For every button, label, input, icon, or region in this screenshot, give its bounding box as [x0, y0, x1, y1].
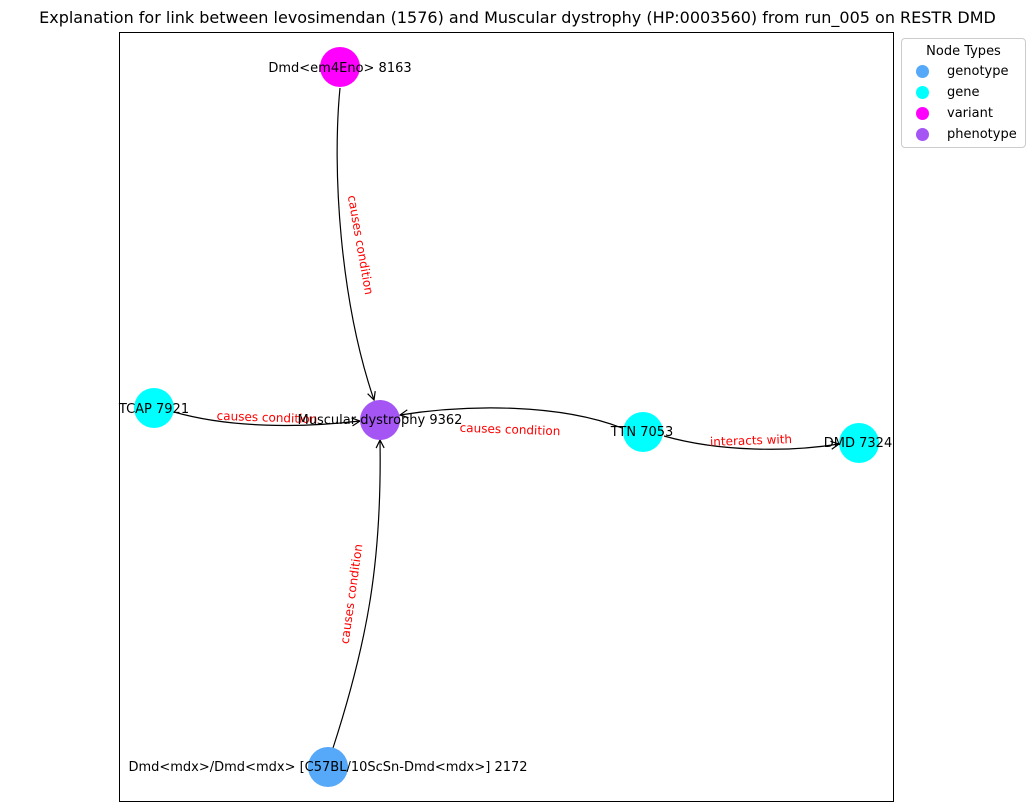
chart-title: Explanation for link between levosimenda… — [39, 8, 996, 27]
edge-label-tcap-md: causes condition — [216, 409, 317, 427]
node-ttn — [623, 412, 663, 452]
node-label-dmd: DMD 7324 — [824, 436, 892, 451]
legend-label-genotype: genotype — [947, 64, 1009, 79]
node-label-variant: Dmd<em4Eno> 8163 — [268, 61, 411, 76]
legend-label-variant: variant — [947, 106, 993, 121]
edge-genotype-md — [332, 440, 380, 749]
node-dmd — [839, 423, 879, 463]
legend-title: Node Types — [926, 44, 1001, 59]
legend-item-gene: gene — [902, 82, 1025, 103]
node-tcap — [134, 388, 174, 428]
legend-item-variant: variant — [902, 103, 1025, 124]
node-variant — [320, 47, 360, 87]
node-label-ttn: TTN 7053 — [610, 425, 674, 440]
node-genotype — [308, 747, 348, 787]
edge-label-ttn-dmd: interacts with — [710, 432, 793, 449]
node-label-tcap: TCAP 7921 — [118, 402, 189, 417]
edge-tcap-md — [173, 411, 360, 425]
legend-marker-genotype — [916, 65, 929, 78]
legend-item-genotype: genotype — [902, 61, 1025, 82]
edge-ttn-md — [400, 407, 623, 429]
node-label-genotype: Dmd<mdx>/Dmd<mdx> [C57BL/10ScSn-Dmd<mdx>… — [128, 760, 527, 775]
legend-marker-variant — [916, 107, 929, 120]
edge-ttn-dmd — [663, 435, 839, 450]
legend-marker-phenotype — [916, 128, 929, 141]
plot-frame — [119, 32, 894, 802]
legend-label-phenotype: phenotype — [947, 127, 1017, 142]
node-md — [360, 400, 400, 440]
edge-variant-md — [336, 87, 374, 400]
legend-item-phenotype: phenotype — [902, 124, 1025, 145]
edge-label-variant-md: causes condition — [345, 194, 376, 296]
node-label-md: Muscular dystrophy 9362 — [298, 413, 463, 428]
legend-label-gene: gene — [947, 85, 980, 100]
legend: Node Types genotype gene variant phenoty… — [901, 38, 1026, 148]
legend-marker-gene — [916, 86, 929, 99]
edge-label-ttn-md: causes condition — [459, 421, 560, 439]
edge-label-genotype-md: causes condition — [338, 543, 366, 645]
